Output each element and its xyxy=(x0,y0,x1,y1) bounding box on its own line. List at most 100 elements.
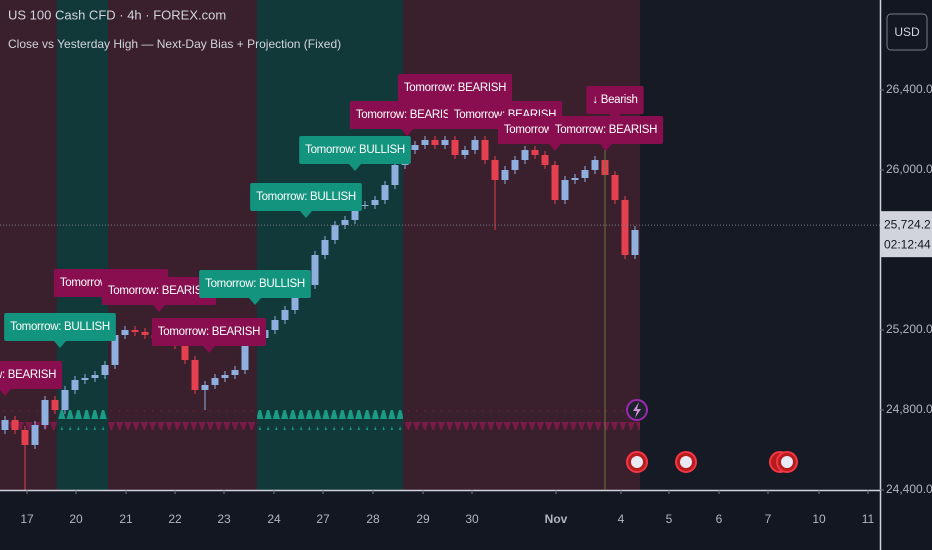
candle-body xyxy=(141,332,149,335)
label-tail xyxy=(0,389,11,396)
label-tail xyxy=(153,305,165,312)
candle-body xyxy=(621,200,629,255)
label-text: Tomorrow: BULLISH xyxy=(305,144,405,156)
x-tick-label: 28 xyxy=(366,512,380,526)
label-text: Tomorrow: BEARISH xyxy=(158,326,260,338)
currency-button[interactable] xyxy=(886,13,928,51)
bias-label: Tomorrow: BULLISH xyxy=(250,183,362,218)
label-tail xyxy=(249,298,261,305)
label-text: ↓ Bearish xyxy=(592,94,637,106)
label-tail xyxy=(300,211,312,218)
x-tick-label: 30 xyxy=(465,512,479,526)
candle-body xyxy=(211,378,219,385)
candle-body xyxy=(561,180,569,200)
label-text: Tomorrow: BEARISH xyxy=(108,285,210,297)
indicator-title: Close vs Yesterday High — Next-Day Bias … xyxy=(8,37,341,51)
bias-label: ↓ Bearish xyxy=(586,86,644,121)
candle-body xyxy=(491,160,499,180)
candle-body xyxy=(221,375,229,378)
candle-body xyxy=(291,290,299,310)
x-tick-label: 20 xyxy=(69,512,83,526)
candle-body xyxy=(421,140,429,145)
candle-body xyxy=(61,390,69,410)
candle-body xyxy=(81,378,89,380)
y-tick-label: 26,000.0 xyxy=(886,162,932,176)
candle-body xyxy=(191,360,199,390)
bias-markers xyxy=(108,410,257,430)
lightning-icon xyxy=(633,402,641,418)
x-tick-label: 7 xyxy=(765,512,772,526)
y-tick-label: 24,400.0 xyxy=(886,482,932,496)
countdown: 02:12:44 xyxy=(884,237,931,251)
candle-body xyxy=(351,205,359,220)
candle-body xyxy=(541,155,549,165)
label-text: Tomorrow: BEARISH xyxy=(0,369,56,381)
x-tick-label: 11 xyxy=(862,512,875,526)
label-tail xyxy=(609,114,621,121)
candle-body xyxy=(51,400,59,410)
candle-body xyxy=(451,140,459,155)
label-text: Tomorrow: BULLISH xyxy=(10,321,110,333)
candle-body xyxy=(521,150,529,160)
candle-body xyxy=(331,225,339,240)
last-price: 25,724.2 xyxy=(884,217,931,231)
bias-label: Tomorrow: BULLISH xyxy=(4,313,116,348)
bias-label: Tomorrow: BEARISH xyxy=(548,116,664,151)
label-box xyxy=(101,277,217,305)
label-box xyxy=(151,318,267,346)
bias-band xyxy=(257,0,403,490)
label-box xyxy=(199,270,311,298)
x-tick-label: 17 xyxy=(20,512,34,526)
label-tail xyxy=(349,164,361,171)
bias-label: Tomorrow: BEARISH xyxy=(151,318,267,353)
candle-body xyxy=(481,140,489,160)
candle-body xyxy=(131,330,139,332)
candle-body xyxy=(41,400,49,425)
label-tail xyxy=(54,341,66,348)
label-box xyxy=(586,86,644,114)
flag-icon xyxy=(781,456,793,468)
candle-body xyxy=(91,375,99,378)
label-text: Tomorrow: BEARISH xyxy=(555,124,657,136)
candle-body xyxy=(411,145,419,150)
candle-body xyxy=(201,385,209,390)
bias-band xyxy=(108,0,257,490)
candle-body xyxy=(21,430,29,445)
x-tick-label: 5 xyxy=(666,512,673,526)
candle-body xyxy=(1,420,9,430)
x-tick-label: 6 xyxy=(716,512,723,526)
candle-body xyxy=(391,165,399,185)
candle-body xyxy=(231,370,239,375)
label-tail xyxy=(600,144,612,151)
bias-label: Tomorrow: BEARISH xyxy=(0,361,63,396)
label-text: Tomorrow: BULLISH xyxy=(205,278,305,290)
candle-body xyxy=(271,320,279,330)
label-tail xyxy=(549,144,561,151)
candle-body xyxy=(361,205,369,206)
candle-body xyxy=(341,220,349,225)
candle-body xyxy=(461,150,469,155)
bias-label: Tomorrow: BEARISH xyxy=(349,101,465,136)
label-box xyxy=(397,74,513,102)
label-tail xyxy=(203,346,215,353)
y-tick-label: 24,800.0 xyxy=(886,402,932,416)
candle-body xyxy=(181,345,189,360)
candle-body xyxy=(381,185,389,200)
label-text: Tomorrow: BULLISH xyxy=(256,191,356,203)
bias-markers xyxy=(257,410,403,430)
candle-body xyxy=(631,230,639,255)
x-tick-label: 10 xyxy=(812,512,826,526)
candle-body xyxy=(101,365,109,375)
time-axis xyxy=(0,490,880,550)
candle-body xyxy=(501,170,509,180)
x-tick-label: Nov xyxy=(545,512,568,526)
label-box xyxy=(349,101,465,129)
candle-body xyxy=(281,310,289,320)
label-text: Tomorrow: BEARISH xyxy=(404,82,506,94)
x-tick-label: 21 xyxy=(119,512,133,526)
candle-body xyxy=(321,240,329,255)
candle-body xyxy=(571,178,579,180)
label-box xyxy=(250,183,362,211)
